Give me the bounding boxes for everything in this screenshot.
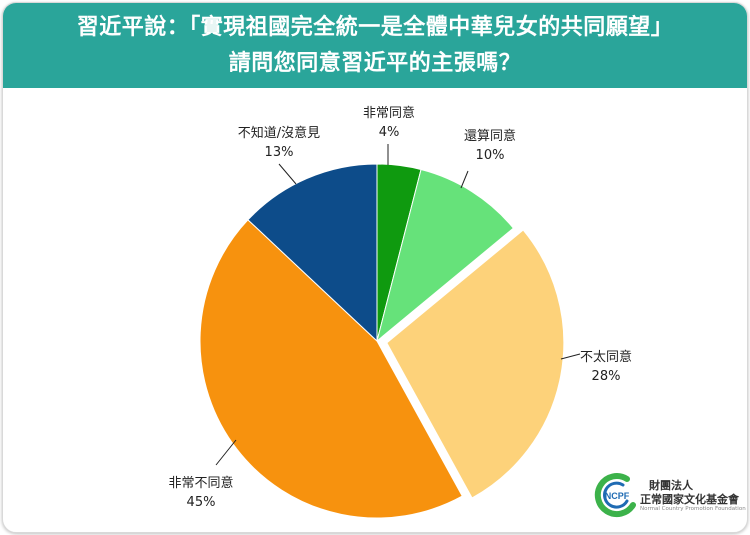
leader-line-3: [560, 353, 581, 360]
slice-label-1: 非常同意: [363, 105, 415, 121]
pie-slice-2: [376, 168, 515, 343]
org-name-english: Normal Country Promotion Foundation: [640, 506, 746, 512]
pie-slices: [199, 163, 565, 519]
slice-value-1: 4%: [379, 125, 400, 140]
title-banner: 習近平說：「實現祖國完全統一是全體中華兒女的共同願望」 請問您同意習近平的主張嗎…: [3, 3, 747, 88]
ncpf-logo-text: NCPF: [605, 491, 630, 501]
ncpf-logo-mark: NCPF: [594, 473, 636, 517]
pie-chart: 非常同意 4% 還算同意 10% 不太同意 28% 非常不同意 45% 不知道/沒意見 13%: [168, 105, 632, 519]
slice-value-2: 10%: [476, 148, 505, 163]
slice-value-4: 45%: [187, 495, 216, 510]
leader-line-5: [278, 163, 297, 185]
pie-slice-4: [199, 219, 463, 519]
leader-lines: [215, 144, 581, 466]
chart-title-line1: 習近平說：「實現祖國完全統一是全體中華兒女的共同願望」: [76, 15, 674, 40]
slice-label-4: 非常不同意: [168, 475, 233, 491]
slice-label-2: 還算同意: [464, 128, 516, 144]
leader-line-2: [460, 170, 469, 189]
slice-value-3: 28%: [592, 369, 621, 384]
chart-title-line2: 請問您同意習近平的主張嗎？: [228, 51, 522, 76]
leader-line-4: [215, 439, 237, 466]
ncpf-logo: NCPF 財團法人 正常國家文化基金會 Normal Country Promo…: [593, 471, 746, 521]
slice-label-5: 不知道/沒意見: [238, 125, 320, 141]
slice-label-3: 不太同意: [580, 349, 632, 365]
org-name-line1: 財團法人: [649, 479, 693, 492]
slice-value-5: 13%: [265, 145, 294, 160]
org-name-line2: 正常國家文化基金會: [640, 493, 739, 506]
pie-slice-3: [386, 229, 565, 499]
slice-labels: 非常同意 4% 還算同意 10% 不太同意 28% 非常不同意 45% 不知道/沒意見 13%: [168, 105, 632, 510]
pie-slice-5: [247, 163, 378, 343]
